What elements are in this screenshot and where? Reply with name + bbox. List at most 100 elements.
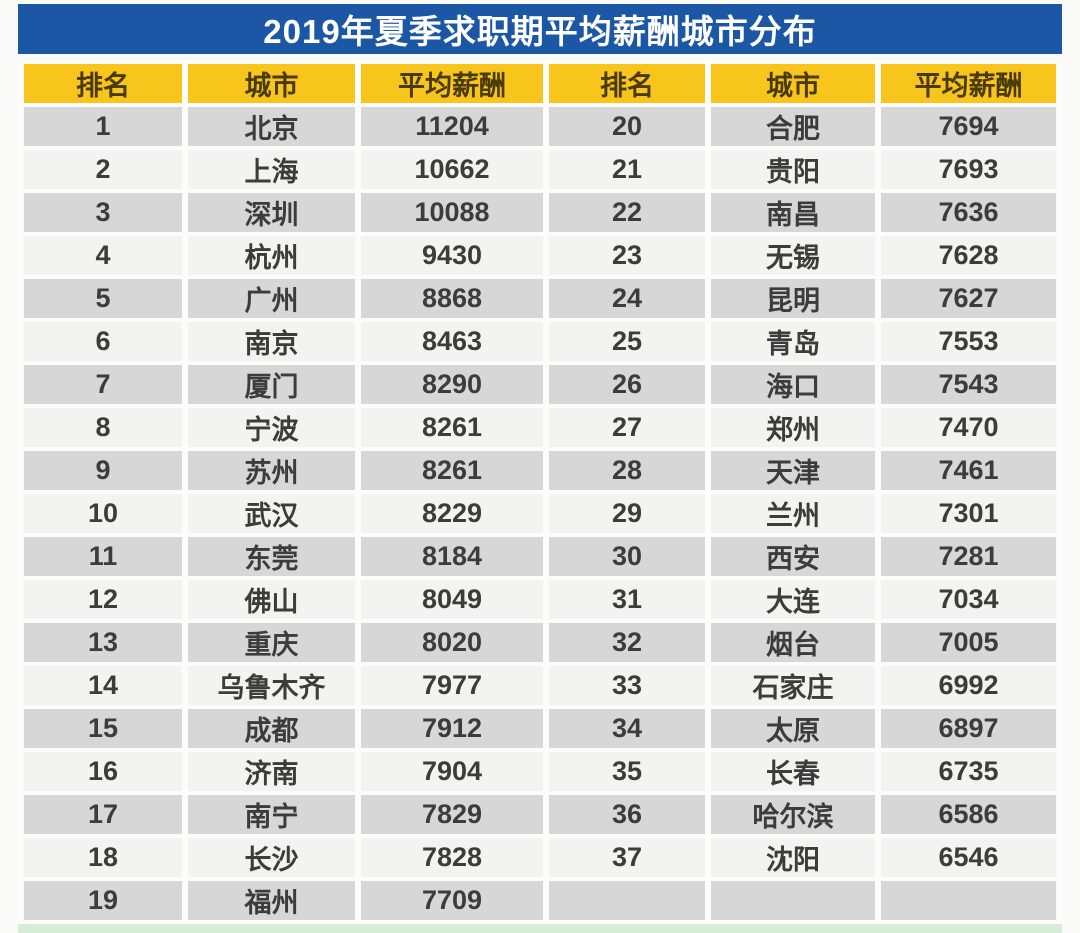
city-cell: 成都 [188,709,355,748]
city-cell: 南宁 [188,795,355,834]
city-cell: 长春 [711,752,875,791]
salary-cell: 9430 [361,236,543,275]
salary-cell: 7543 [881,365,1056,404]
table-row: 19 福州 7709 [24,881,1056,920]
salary-cell: 8463 [361,322,543,361]
salary-cell: 7912 [361,709,543,748]
salary-cell: 8261 [361,451,543,490]
city-cell: 重庆 [188,623,355,662]
table-title: 2019年夏季求职期平均薪酬城市分布 [263,13,817,50]
rank-cell: 5 [24,279,182,318]
rank-cell: 28 [549,451,705,490]
city-cell: 深圳 [188,193,355,232]
header-cell-salary-left: 平均薪酬 [361,64,543,103]
rank-cell: 30 [549,537,705,576]
rank-cell: 1 [24,107,182,146]
city-cell: 苏州 [188,451,355,490]
rank-cell: 9 [24,451,182,490]
city-cell: 青岛 [711,322,875,361]
salary-cell: 8868 [361,279,543,318]
salary-cell: 7709 [361,881,543,920]
city-cell: 厦门 [188,365,355,404]
table-row: 15 成都 7912 34 太原 6897 [24,709,1056,748]
table-row: 1 北京 11204 20 合肥 7694 [24,107,1056,146]
salary-cell: 8049 [361,580,543,619]
salary-cell: 7977 [361,666,543,705]
city-cell: 长沙 [188,838,355,877]
salary-cell: 6992 [881,666,1056,705]
city-cell: 石家庄 [711,666,875,705]
rank-cell: 4 [24,236,182,275]
salary-cell: 6897 [881,709,1056,748]
salary-cell: 10662 [361,150,543,189]
rank-cell: 19 [24,881,182,920]
rank-cell: 13 [24,623,182,662]
salary-cell: 7470 [881,408,1056,447]
salary-cell: 6735 [881,752,1056,791]
salary-cell: 7281 [881,537,1056,576]
table-row: 8 宁波 8261 27 郑州 7470 [24,408,1056,447]
header-row: 排名 城市 平均薪酬 排名 城市 平均薪酬 [24,64,1056,103]
salary-cell: 8229 [361,494,543,533]
bottom-strip [18,924,1062,933]
city-cell: 兰州 [711,494,875,533]
rank-cell: 2 [24,150,182,189]
city-cell: 广州 [188,279,355,318]
salary-cell: 6586 [881,795,1056,834]
table-row: 14 乌鲁木齐 7977 33 石家庄 6992 [24,666,1056,705]
city-cell: 海口 [711,365,875,404]
table-row: 7 厦门 8290 26 海口 7543 [24,365,1056,404]
header-cell-rank-right: 排名 [549,64,705,103]
salary-cell: 7693 [881,150,1056,189]
rank-cell: 32 [549,623,705,662]
salary-table: 排名 城市 平均薪酬 排名 城市 平均薪酬 1 北京 11204 20 合肥 7694 2 上海 1066… [18,60,1062,924]
city-cell: 大连 [711,580,875,619]
table-row: 18 长沙 7828 37 沈阳 6546 [24,838,1056,877]
rank-cell: 15 [24,709,182,748]
rank-cell: 10 [24,494,182,533]
city-cell: 济南 [188,752,355,791]
city-cell: 乌鲁木齐 [188,666,355,705]
city-cell: 哈尔滨 [711,795,875,834]
rank-cell: 11 [24,537,182,576]
rank-cell: 37 [549,838,705,877]
rank-cell: 16 [24,752,182,791]
salary-cell: 7904 [361,752,543,791]
salary-cell: 8261 [361,408,543,447]
table-row: 11 东莞 8184 30 西安 7281 [24,537,1056,576]
rank-cell: 27 [549,408,705,447]
rank-cell: 36 [549,795,705,834]
salary-cell: 8020 [361,623,543,662]
page: 2019年夏季求职期平均薪酬城市分布 排名 城市 平均薪酬 排名 城市 平均薪酬 1 北京 1… [18,4,1062,933]
table-row: 3 深圳 10088 22 南昌 7636 [24,193,1056,232]
table-title-bar: 2019年夏季求职期平均薪酬城市分布 [18,4,1062,54]
table-row: 12 佛山 8049 31 大连 7034 [24,580,1056,619]
rank-cell: 31 [549,580,705,619]
city-cell: 宁波 [188,408,355,447]
rank-cell: 12 [24,580,182,619]
salary-cell: 7694 [881,107,1056,146]
rank-cell: 21 [549,150,705,189]
rank-cell: 14 [24,666,182,705]
table-row: 13 重庆 8020 32 烟台 7005 [24,623,1056,662]
rank-cell: 7 [24,365,182,404]
table-row: 6 南京 8463 25 青岛 7553 [24,322,1056,361]
table-body: 1 北京 11204 20 合肥 7694 2 上海 10662 21 贵阳 7693 3 深圳 10088… [24,107,1056,920]
table-row: 10 武汉 8229 29 兰州 7301 [24,494,1056,533]
rank-cell: 22 [549,193,705,232]
rank-cell: 6 [24,322,182,361]
rank-cell: 35 [549,752,705,791]
rank-cell: 17 [24,795,182,834]
city-cell [711,881,875,920]
city-cell: 北京 [188,107,355,146]
table-row: 2 上海 10662 21 贵阳 7693 [24,150,1056,189]
city-cell: 烟台 [711,623,875,662]
table-row: 17 南宁 7829 36 哈尔滨 6586 [24,795,1056,834]
city-cell: 武汉 [188,494,355,533]
rank-cell: 26 [549,365,705,404]
salary-cell: 11204 [361,107,543,146]
rank-cell: 20 [549,107,705,146]
city-cell: 合肥 [711,107,875,146]
table-row: 9 苏州 8261 28 天津 7461 [24,451,1056,490]
salary-cell: 7034 [881,580,1056,619]
